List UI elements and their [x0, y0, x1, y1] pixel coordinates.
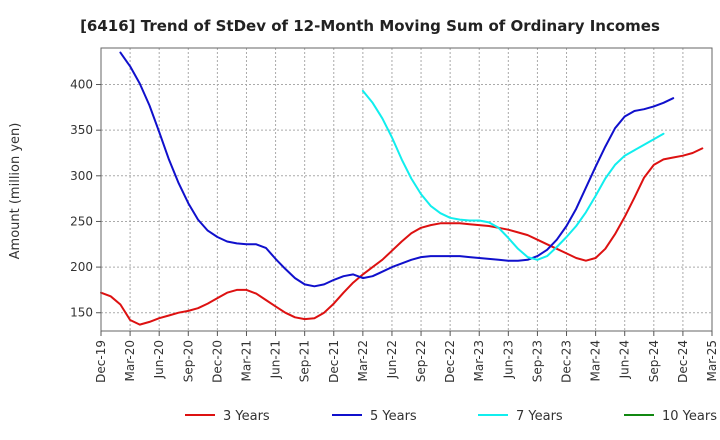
- x-tick-label: Mar-22: [356, 340, 370, 381]
- x-tick-label: Dec-21: [327, 340, 341, 383]
- x-tick-label: Jun-24: [618, 340, 632, 379]
- chart-title: [6416] Trend of StDev of 12-Month Moving…: [80, 17, 660, 35]
- x-tick-label: Sep-24: [647, 340, 661, 382]
- x-tick-label: Sep-20: [181, 340, 195, 382]
- y-tick-label: 300: [70, 169, 93, 183]
- legend-label: 10 Years: [662, 409, 717, 424]
- x-tick-label: Sep-22: [414, 340, 428, 382]
- x-tick-label: Mar-24: [589, 340, 603, 381]
- series-lines: [100, 51, 704, 326]
- x-tick-label: Sep-21: [298, 340, 312, 382]
- x-axis-ticks: Dec-19 Mar-20 Jun-20 Sep-20 Dec-20 Mar-21 Jun-…: [94, 331, 719, 383]
- y-tick-label: 400: [70, 78, 93, 92]
- series-line-3-years: [100, 147, 704, 326]
- series-line-7-years: [361, 89, 665, 261]
- x-tick-label: Dec-19: [94, 340, 108, 383]
- x-tick-label: Dec-22: [443, 340, 457, 383]
- legend-label: 5 Years: [370, 409, 417, 424]
- x-tick-label: Dec-24: [676, 340, 690, 383]
- x-tick-label: Sep-23: [530, 340, 544, 382]
- legend-label: 3 Years: [223, 409, 270, 424]
- plot-border: [100, 47, 713, 332]
- x-tick-label: Jun-21: [269, 340, 283, 379]
- x-tick-label: Mar-23: [472, 340, 486, 381]
- plot-frame: [100, 47, 713, 332]
- y-tick-label: 250: [70, 214, 93, 228]
- x-tick-label: Dec-20: [210, 340, 224, 383]
- legend-label: 7 Years: [516, 409, 563, 424]
- x-tick-label: Jun-23: [501, 340, 515, 379]
- x-tick-label: Jun-20: [152, 340, 166, 379]
- y-axis-ticks: 150 200 250 300 350 400: [70, 78, 101, 320]
- grid: [101, 48, 712, 331]
- y-tick-label: 150: [70, 306, 93, 320]
- y-tick-label: 200: [70, 260, 93, 274]
- x-tick-label: Jun-22: [385, 340, 399, 379]
- y-axis-label: Amount (million yen): [8, 123, 23, 260]
- legend: 3 Years 5 Years 7 Years 10 Years: [185, 409, 717, 424]
- x-tick-label: Mar-25: [705, 340, 719, 381]
- x-tick-label: Dec-23: [560, 340, 574, 383]
- x-tick-label: Mar-21: [239, 340, 253, 381]
- y-tick-label: 350: [70, 123, 93, 137]
- x-tick-label: Mar-20: [123, 340, 137, 381]
- series-line-5-years: [119, 51, 675, 288]
